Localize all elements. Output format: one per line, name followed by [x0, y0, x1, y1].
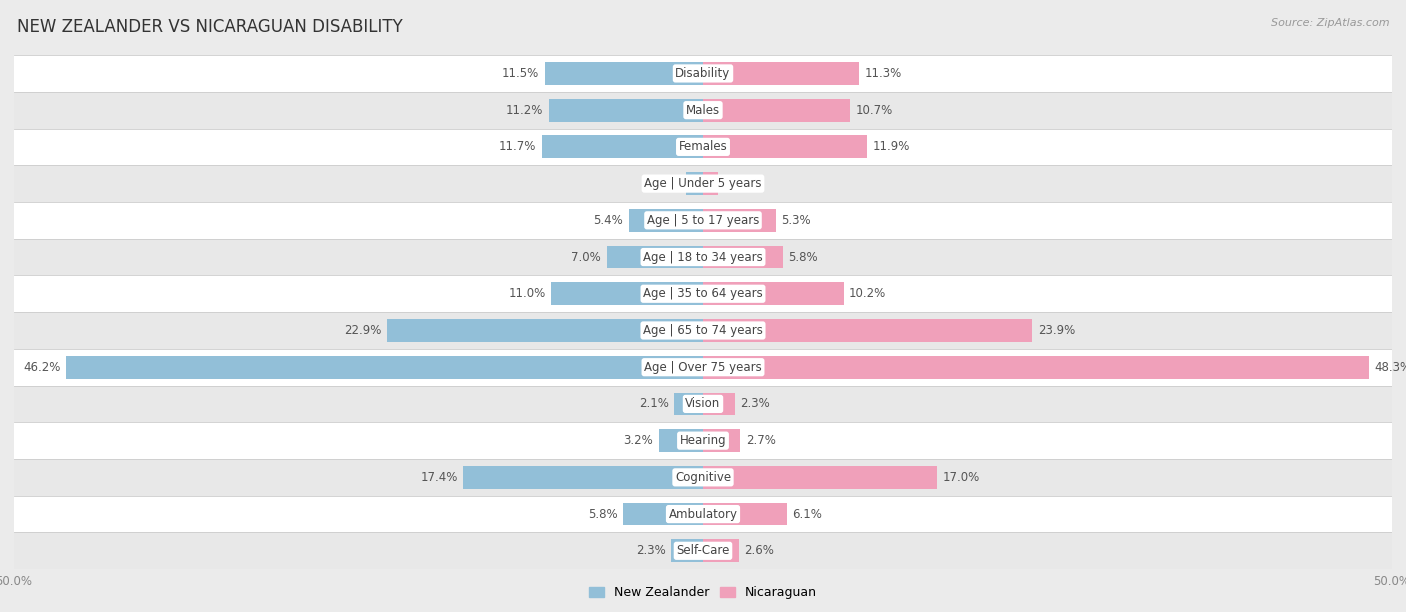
Text: 10.7%: 10.7% — [856, 103, 893, 117]
Bar — [606, 245, 703, 269]
Bar — [703, 429, 740, 452]
Bar — [548, 99, 703, 122]
Text: 1.1%: 1.1% — [724, 177, 754, 190]
Bar — [14, 312, 1392, 349]
Bar — [686, 172, 703, 195]
Bar — [14, 349, 1392, 386]
Bar — [703, 392, 735, 416]
Text: 5.8%: 5.8% — [789, 250, 818, 264]
Bar — [14, 459, 1392, 496]
Text: 2.3%: 2.3% — [636, 544, 666, 558]
Bar — [544, 62, 703, 85]
Text: Age | Under 5 years: Age | Under 5 years — [644, 177, 762, 190]
Bar — [388, 319, 703, 342]
Bar — [703, 209, 776, 232]
Text: Age | 35 to 64 years: Age | 35 to 64 years — [643, 287, 763, 300]
Bar — [14, 422, 1392, 459]
Bar — [14, 165, 1392, 202]
Text: Hearing: Hearing — [679, 434, 727, 447]
Legend: New Zealander, Nicaraguan: New Zealander, Nicaraguan — [585, 581, 821, 604]
Bar — [673, 392, 703, 416]
Text: 2.7%: 2.7% — [745, 434, 776, 447]
Text: 11.2%: 11.2% — [506, 103, 543, 117]
Text: Disability: Disability — [675, 67, 731, 80]
Text: 22.9%: 22.9% — [344, 324, 382, 337]
Text: 3.2%: 3.2% — [624, 434, 654, 447]
Bar — [703, 99, 851, 122]
Text: Self-Care: Self-Care — [676, 544, 730, 558]
Bar — [703, 319, 1032, 342]
Text: 2.3%: 2.3% — [740, 397, 770, 411]
Bar — [671, 539, 703, 562]
Text: 5.3%: 5.3% — [782, 214, 811, 227]
Text: 5.4%: 5.4% — [593, 214, 623, 227]
Bar — [703, 62, 859, 85]
Text: 2.1%: 2.1% — [638, 397, 669, 411]
Bar — [14, 202, 1392, 239]
Text: 7.0%: 7.0% — [571, 250, 600, 264]
Text: 11.0%: 11.0% — [509, 287, 546, 300]
Text: 11.5%: 11.5% — [502, 67, 538, 80]
Bar — [659, 429, 703, 452]
Text: 11.7%: 11.7% — [499, 140, 536, 154]
Bar — [551, 282, 703, 305]
Text: 23.9%: 23.9% — [1038, 324, 1076, 337]
Text: 17.4%: 17.4% — [420, 471, 458, 484]
Bar — [703, 466, 938, 489]
Bar — [14, 239, 1392, 275]
Bar — [541, 135, 703, 159]
Bar — [14, 129, 1392, 165]
Text: 2.6%: 2.6% — [744, 544, 775, 558]
Text: Source: ZipAtlas.com: Source: ZipAtlas.com — [1271, 18, 1389, 28]
Text: NEW ZEALANDER VS NICARAGUAN DISABILITY: NEW ZEALANDER VS NICARAGUAN DISABILITY — [17, 18, 402, 36]
Text: 5.8%: 5.8% — [588, 507, 617, 521]
Text: Ambulatory: Ambulatory — [668, 507, 738, 521]
Bar — [14, 275, 1392, 312]
Bar — [703, 282, 844, 305]
Text: 17.0%: 17.0% — [943, 471, 980, 484]
Text: 11.9%: 11.9% — [873, 140, 910, 154]
Text: 48.3%: 48.3% — [1374, 360, 1406, 374]
Bar — [14, 496, 1392, 532]
Bar — [703, 356, 1368, 379]
Text: Age | 5 to 17 years: Age | 5 to 17 years — [647, 214, 759, 227]
Text: Age | 18 to 34 years: Age | 18 to 34 years — [643, 250, 763, 264]
Bar — [703, 245, 783, 269]
Bar — [14, 55, 1392, 92]
Text: 6.1%: 6.1% — [793, 507, 823, 521]
Text: Vision: Vision — [685, 397, 721, 411]
Bar — [623, 502, 703, 526]
Text: Cognitive: Cognitive — [675, 471, 731, 484]
Text: 1.2%: 1.2% — [651, 177, 681, 190]
Text: Males: Males — [686, 103, 720, 117]
Bar — [703, 135, 868, 159]
Text: 11.3%: 11.3% — [865, 67, 901, 80]
Text: Females: Females — [679, 140, 727, 154]
Text: Age | 65 to 74 years: Age | 65 to 74 years — [643, 324, 763, 337]
Bar — [66, 356, 703, 379]
Text: Age | Over 75 years: Age | Over 75 years — [644, 360, 762, 374]
Bar — [628, 209, 703, 232]
Bar — [463, 466, 703, 489]
Bar — [14, 92, 1392, 129]
Bar — [703, 539, 738, 562]
Bar — [703, 502, 787, 526]
Text: 10.2%: 10.2% — [849, 287, 886, 300]
Bar — [14, 532, 1392, 569]
Bar — [14, 386, 1392, 422]
Bar — [703, 172, 718, 195]
Text: 46.2%: 46.2% — [24, 360, 60, 374]
